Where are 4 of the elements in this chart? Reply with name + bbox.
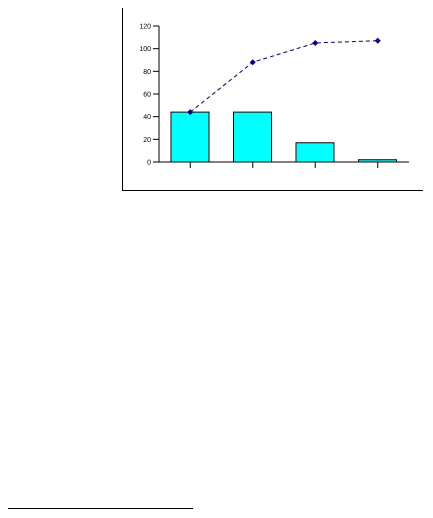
point	[374, 38, 381, 44]
point	[187, 109, 194, 116]
point	[250, 59, 256, 66]
point	[312, 40, 318, 46]
